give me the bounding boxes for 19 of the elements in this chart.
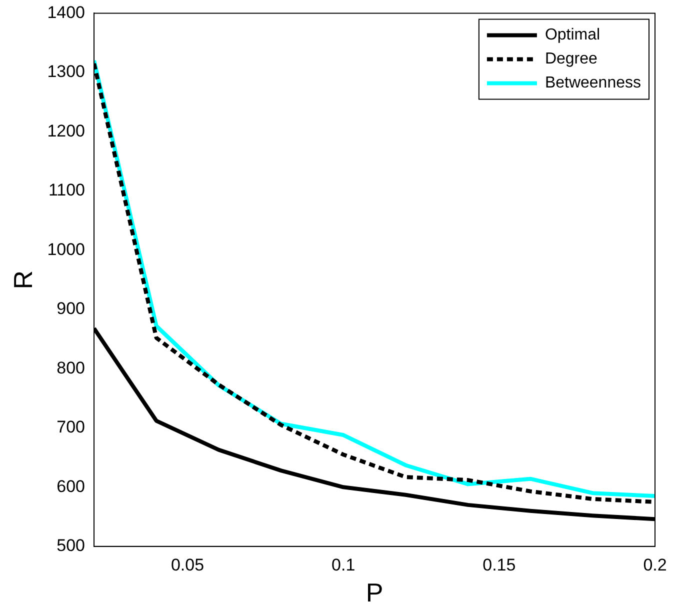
y-tick-label: 500 (56, 536, 86, 556)
y-axis-title: R (8, 270, 38, 290)
y-tick-label: 900 (56, 299, 86, 318)
x-tick-label: 0.1 (332, 555, 356, 574)
y-tick-label: 1200 (47, 121, 86, 140)
legend-label: Betweenness (544, 74, 641, 92)
y-tick-label: 700 (56, 418, 86, 437)
y-tick-label: 1300 (47, 62, 86, 82)
y-tick-label: 800 (56, 358, 86, 378)
y-tick-label: 600 (56, 476, 86, 496)
x-axis-title: P (366, 578, 384, 608)
x-tick-label: 0.05 (170, 555, 204, 574)
x-tick-label: 0.2 (643, 555, 667, 574)
legend-label: Optimal (544, 26, 600, 44)
x-tick-label: 0.15 (482, 555, 516, 574)
legend-label: Degree (544, 50, 598, 68)
y-tick-label: 1100 (48, 180, 86, 200)
y-tick-label: 1000 (47, 240, 86, 259)
y-tick-label: 1400 (47, 2, 86, 22)
